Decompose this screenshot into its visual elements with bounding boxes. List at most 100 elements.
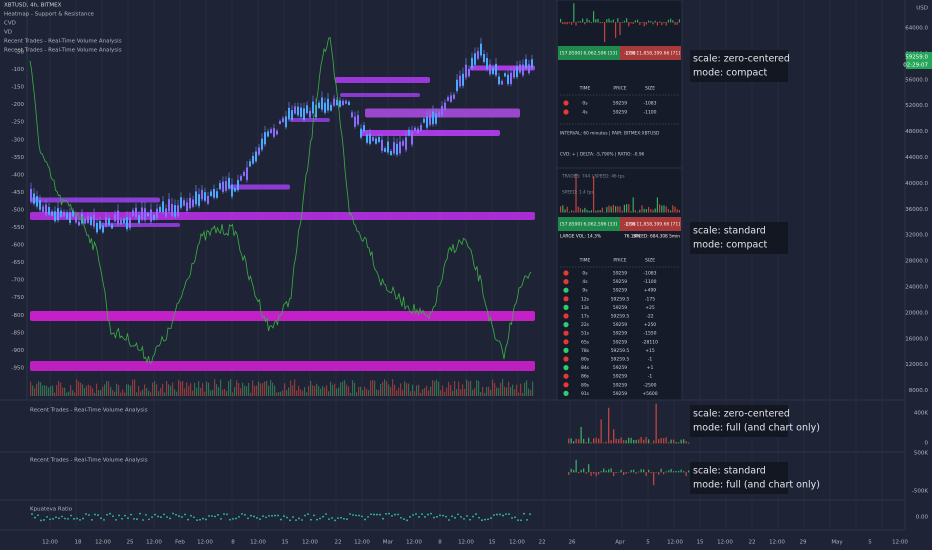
side-dot	[563, 339, 569, 345]
candle	[183, 200, 185, 206]
volume-bar	[34, 388, 36, 396]
volume-bar	[406, 383, 408, 396]
widget-hist-bar	[588, 20, 590, 23]
volume-bar	[232, 392, 234, 396]
side-dot	[563, 373, 569, 379]
widget-hist-bar	[634, 20, 636, 23]
ratio-dot	[163, 513, 165, 516]
ratio-dot	[139, 512, 141, 515]
time-axis-label: 12:00	[509, 540, 525, 546]
volume-bar	[318, 386, 320, 396]
widget-hist-bar	[621, 22, 623, 23]
ratio-dot	[355, 514, 357, 517]
candle	[402, 141, 404, 146]
pane-bar	[688, 470, 690, 473]
table-cell: 91s	[581, 391, 590, 397]
ratio-dot	[217, 514, 219, 516]
volume-bar	[38, 381, 40, 396]
side-dot	[563, 390, 569, 396]
summary-buy-text: [57.8590] 6,062,596 [33]	[560, 222, 617, 228]
widget-hist-bar	[599, 210, 601, 213]
ratio-dot	[385, 512, 387, 515]
heatmap-level	[30, 197, 160, 203]
volume-bar	[48, 387, 50, 396]
ratio-dot	[349, 513, 351, 515]
ratio-dot	[409, 515, 411, 518]
left-axis-label: -500	[12, 207, 25, 213]
heatmap-level	[290, 118, 330, 122]
widget-hist-bar	[626, 18, 628, 23]
ratio-dot	[64, 517, 66, 520]
volume-bar	[438, 381, 440, 396]
pane-bar	[660, 438, 662, 444]
time-axis-label: 5	[646, 540, 650, 546]
annotation-box	[690, 462, 788, 494]
volume-bar	[352, 380, 354, 396]
time-axis-label: 12:00	[146, 540, 162, 546]
candle	[300, 107, 302, 117]
pane-bar	[610, 468, 612, 473]
pane-bar	[665, 437, 667, 444]
pane-bar	[673, 471, 675, 473]
candle	[468, 68, 470, 77]
widget-hist-bar	[656, 22, 658, 26]
widget-hist-bar	[621, 210, 623, 213]
volume-bar	[200, 387, 202, 396]
volume-bar	[118, 385, 120, 396]
volume-bar	[314, 386, 316, 396]
volume-bar	[262, 383, 264, 396]
pane-bar	[633, 440, 635, 444]
widget-hist-bar	[656, 197, 658, 213]
volume-bar	[288, 387, 290, 396]
time-axis-label: Feb	[175, 540, 185, 546]
candle	[75, 215, 77, 223]
ratio-dot	[82, 517, 84, 520]
pane-bar	[685, 441, 687, 444]
pane-bar	[603, 468, 605, 473]
pane-bar	[570, 438, 572, 444]
ratio-dot	[454, 516, 456, 519]
table-cell: 59259	[613, 305, 627, 311]
ratio-dot	[55, 516, 57, 519]
annotation-scale: scale: zero-centered	[693, 54, 790, 65]
widget-hist-bar	[575, 22, 577, 26]
volume-bar	[458, 381, 460, 396]
widget-hist-bar	[630, 211, 632, 213]
ratio-dot	[280, 518, 282, 521]
volume-bar	[312, 385, 314, 396]
table-cell: 4s	[582, 110, 588, 116]
volume-bar	[482, 386, 484, 396]
pane-bar	[585, 472, 587, 474]
time-axis-label: 22	[335, 540, 342, 546]
ratio-dot	[151, 516, 153, 519]
ratio-dot	[67, 517, 69, 520]
ratio-dot	[322, 515, 324, 518]
ratio-dot	[439, 514, 441, 517]
table-header: TIME	[579, 86, 591, 92]
pane-bar	[680, 469, 682, 473]
pane-bar	[618, 439, 620, 444]
pane-bar	[605, 441, 607, 444]
pane-bar	[630, 469, 632, 473]
volume-bar	[332, 384, 334, 396]
volume-bar	[316, 383, 318, 396]
ratio-dot	[268, 514, 270, 517]
price-axis-label: 40000.0	[905, 181, 928, 187]
indicator-name: Recent Trades - Real-Time Volume Analysi…	[4, 48, 122, 54]
volume-bar	[64, 387, 66, 396]
volume-bar	[526, 380, 528, 396]
table-cell: 59259	[613, 288, 627, 294]
widget-hist-bar	[564, 22, 566, 25]
volume-bar	[518, 392, 520, 396]
volume-bar	[290, 380, 292, 396]
candle	[378, 136, 380, 143]
volume-bar	[142, 389, 144, 396]
widget-hist-bar	[645, 209, 647, 213]
ratio-dot	[316, 518, 318, 521]
volume-bar	[128, 384, 130, 396]
volume-bar	[154, 381, 156, 396]
candle	[498, 76, 500, 85]
candle	[189, 197, 191, 209]
candle	[321, 97, 323, 110]
ratio-dot	[274, 514, 276, 517]
